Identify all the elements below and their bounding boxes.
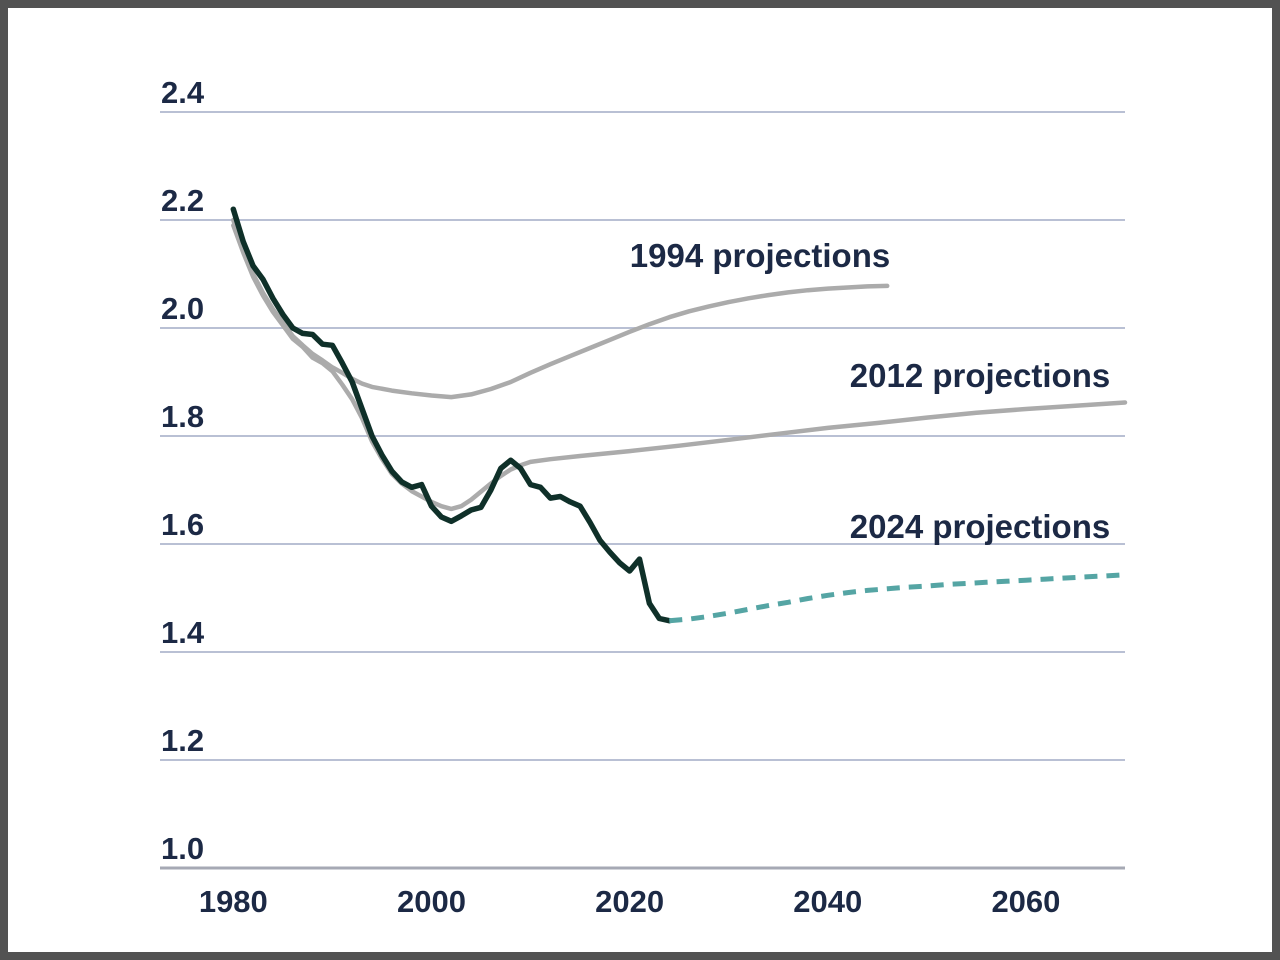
x-tick-label: 2000 bbox=[397, 884, 466, 919]
y-tick-label: 1.8 bbox=[161, 399, 204, 434]
tick-layer: 1.0 1.2 1.4 1.6 1.8 2.0 2.2 2.4 1980 2000 2020 2040… bbox=[161, 75, 1060, 919]
series-layer bbox=[230, 206, 1128, 624]
y-tick-label: 1.0 bbox=[161, 831, 204, 866]
chart-canvas bbox=[8, 8, 1272, 952]
y-tick-label: 1.6 bbox=[161, 507, 204, 542]
y-tick-label: 1.2 bbox=[161, 723, 204, 758]
series-label-2024-projections: 2024 projections bbox=[850, 508, 1110, 545]
x-tick-label: 2040 bbox=[793, 884, 862, 919]
y-tick-label: 2.2 bbox=[161, 183, 204, 218]
annotation-layer: 1994 projections 2012 projections 2024 p… bbox=[630, 237, 1110, 545]
series-label-1994-projections: 1994 projections bbox=[630, 237, 890, 274]
x-tick-label: 2060 bbox=[991, 884, 1060, 919]
y-tick-label: 2.0 bbox=[161, 291, 204, 326]
series-line-projections-2024 bbox=[669, 572, 1126, 624]
grid-layer bbox=[160, 111, 1125, 870]
series-line-projections-2012 bbox=[231, 223, 1128, 512]
y-tick-label: 1.4 bbox=[161, 615, 205, 650]
series-label-2012-projections: 2012 projections bbox=[850, 357, 1110, 394]
series-line-actual bbox=[230, 206, 673, 624]
y-tick-label: 2.4 bbox=[161, 75, 205, 110]
x-tick-label: 1980 bbox=[199, 884, 268, 919]
x-tick-label: 2020 bbox=[595, 884, 664, 919]
